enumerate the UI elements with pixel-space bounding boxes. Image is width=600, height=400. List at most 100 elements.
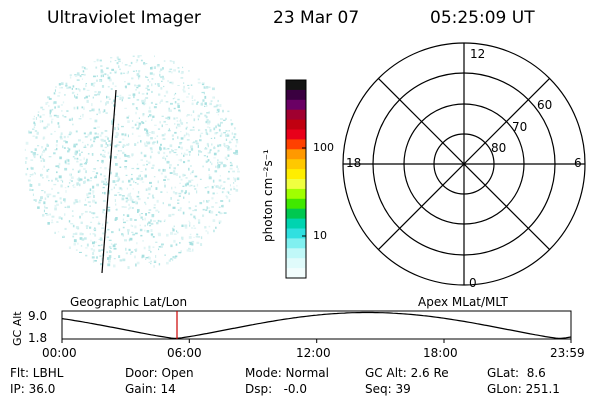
uv-speckle <box>205 115 208 119</box>
uv-speckle <box>33 121 36 125</box>
uv-speckle <box>104 130 108 132</box>
colorbar-segment <box>286 208 306 220</box>
uv-speckle <box>164 184 166 188</box>
ip-status: IP: 36.0 <box>10 382 56 396</box>
uv-speckle <box>37 111 40 113</box>
uv-speckle <box>176 120 179 122</box>
uv-speckle <box>67 135 69 138</box>
uv-speckle <box>197 142 199 145</box>
uv-speckle <box>45 147 47 151</box>
uv-speckle <box>83 87 86 91</box>
uv-speckle <box>145 258 147 260</box>
uv-speckle <box>177 85 180 86</box>
uv-speckle <box>163 85 165 88</box>
uv-speckle <box>167 148 170 150</box>
uv-speckle <box>91 108 94 112</box>
uv-speckle <box>132 188 134 190</box>
uv-speckle <box>121 206 125 208</box>
uv-speckle <box>28 130 30 134</box>
uv-speckle <box>183 152 186 156</box>
uv-speckle <box>139 55 142 57</box>
uv-speckle <box>198 221 201 224</box>
uv-speckle <box>126 116 129 119</box>
uv-speckle <box>59 197 62 200</box>
uv-speckle <box>136 261 140 265</box>
uv-speckle <box>108 239 112 241</box>
uv-speckle <box>105 112 108 114</box>
uv-speckle <box>223 119 226 121</box>
uv-speckle <box>210 100 213 102</box>
uv-speckle <box>119 96 122 100</box>
uv-speckle <box>172 258 174 262</box>
uv-speckle <box>131 173 133 176</box>
uv-speckle <box>208 176 212 180</box>
uv-speckle <box>141 181 145 183</box>
uv-speckle <box>80 115 82 117</box>
uv-speckle <box>219 175 221 177</box>
uv-speckle <box>100 65 103 67</box>
uv-speckle <box>145 97 149 99</box>
uv-speckle <box>51 187 53 190</box>
uv-speckle <box>116 62 119 65</box>
uv-speckle <box>72 85 75 88</box>
uv-speckle <box>159 121 161 124</box>
uv-speckle <box>96 184 99 186</box>
uv-speckle <box>42 159 46 162</box>
uv-speckle <box>78 180 81 182</box>
uv-speckle <box>179 142 182 145</box>
uv-speckle <box>136 183 139 185</box>
uv-speckle <box>60 82 64 85</box>
uv-speckle <box>155 241 158 243</box>
uv-speckle <box>230 188 232 191</box>
uv-speckle <box>74 199 78 201</box>
uv-speckle <box>178 195 181 197</box>
uv-speckle <box>78 139 81 142</box>
uv-speckle <box>215 165 217 168</box>
polar-label-6: 6 <box>574 156 582 170</box>
uv-speckle <box>222 191 225 193</box>
uv-speckle <box>51 120 53 124</box>
uv-speckle <box>104 146 107 149</box>
uv-speckle <box>121 188 123 191</box>
uv-speckle <box>96 256 98 259</box>
uv-speckle <box>92 217 95 219</box>
uv-speckle <box>227 177 230 180</box>
uv-speckle <box>118 228 121 232</box>
uv-speckle <box>205 209 208 211</box>
uv-speckle <box>46 143 48 146</box>
uv-speckle <box>135 200 137 204</box>
uv-speckle <box>97 93 100 96</box>
uv-speckle <box>194 205 197 207</box>
uv-speckle <box>124 81 126 83</box>
uv-speckle <box>132 233 136 236</box>
terminator-line <box>101 89 117 274</box>
colorbar-segment <box>286 179 306 190</box>
uv-speckle <box>167 178 170 181</box>
uv-speckle <box>98 250 102 252</box>
uv-speckle <box>186 122 188 124</box>
polar-diagonal-2 <box>377 77 551 251</box>
uv-speckle <box>117 58 121 61</box>
uv-speckle <box>99 237 103 240</box>
uv-speckle <box>92 249 96 252</box>
uv-speckle <box>227 154 230 157</box>
uv-speckle <box>86 99 89 103</box>
uv-speckle <box>233 133 237 136</box>
uv-speckle <box>108 140 111 142</box>
uv-speckle <box>153 220 156 222</box>
uv-speckle <box>107 209 111 212</box>
uv-speckle <box>85 95 88 99</box>
uv-speckle <box>38 201 41 204</box>
uv-speckle <box>81 151 83 153</box>
uv-speckle <box>126 143 130 146</box>
uv-speckle <box>85 247 88 249</box>
uv-speckle <box>114 243 117 245</box>
uv-speckle <box>73 145 76 148</box>
uv-speckle <box>129 218 133 221</box>
uv-speckle <box>117 126 119 129</box>
uv-speckle <box>202 208 205 211</box>
uv-speckle <box>203 155 206 157</box>
uv-speckle <box>236 140 239 144</box>
uv-speckle <box>171 149 173 151</box>
uv-speckle <box>82 233 84 236</box>
